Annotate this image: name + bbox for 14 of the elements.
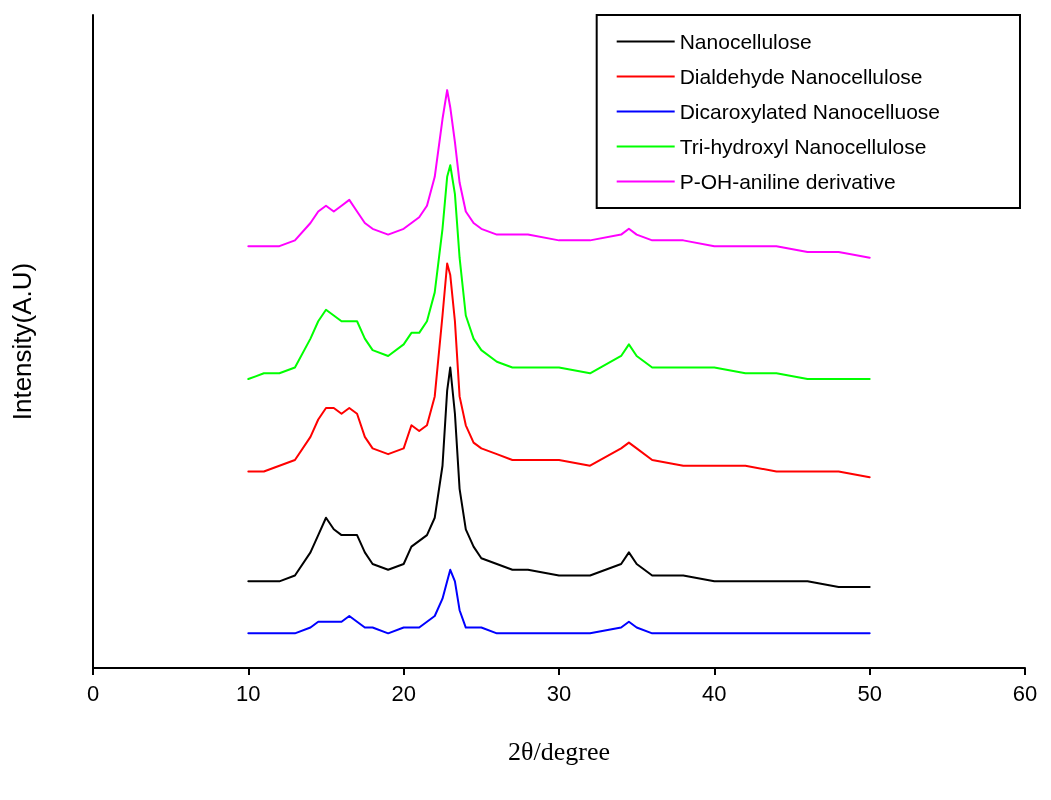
legend-label: Dicaroxylated Nanocelluose	[679, 100, 941, 123]
x-tick-label: 60	[1012, 680, 1038, 706]
x-tick-label: 10	[236, 680, 261, 706]
x-axis-title: 2θ/degree	[508, 736, 610, 766]
x-tick-label: 20	[391, 680, 416, 706]
legend-label: Tri-hydroxyl Nanocellulose	[679, 135, 927, 158]
x-tick-label: 50	[857, 680, 882, 706]
x-tick-label: 0	[86, 680, 100, 706]
legend-label: Dialdehyde Nanocellulose	[679, 65, 923, 88]
x-tick-label: 30	[546, 680, 572, 706]
y-axis-title: Intensity(A.U)	[7, 262, 37, 421]
legend-label: P-OH-aniline derivative	[679, 170, 896, 193]
x-tick-label: 40	[702, 680, 727, 706]
legend-label: Nanocellulose	[679, 30, 812, 53]
